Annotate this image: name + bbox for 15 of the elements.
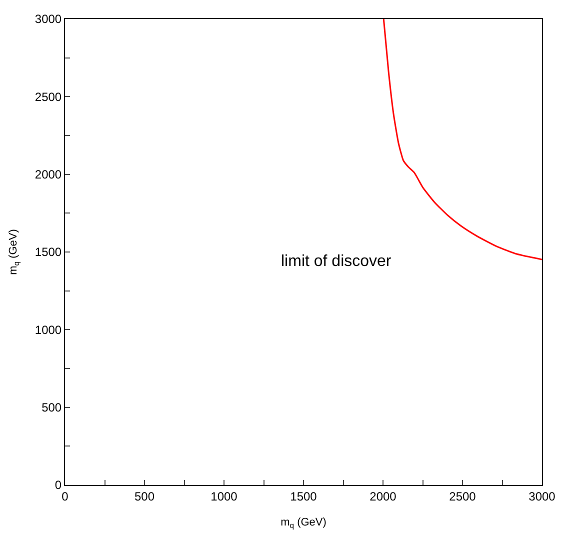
y-tick-label: 3000 <box>34 12 62 26</box>
x-tick-label: 2000 <box>370 489 397 504</box>
y-tick-label: 2500 <box>34 90 62 104</box>
annotation: limit of discover <box>281 253 392 270</box>
x-axis-title: m$_{q}$ (GeV) <box>280 516 326 530</box>
y-tick-label: 1000 <box>34 322 62 337</box>
y-tick-label: 1500 <box>34 245 62 260</box>
x-tick-label: 1500 <box>290 489 318 504</box>
x-tick-label: 1000 <box>210 489 238 504</box>
y-tick-label: 500 <box>42 400 62 415</box>
x-tick-label: 500 <box>134 489 155 504</box>
x-tick-label: 2500 <box>449 489 476 504</box>
y-tick-label: 0 <box>54 478 62 492</box>
x-tick-label: 3000 <box>528 489 556 504</box>
y-tick-label: 2000 <box>34 168 62 182</box>
